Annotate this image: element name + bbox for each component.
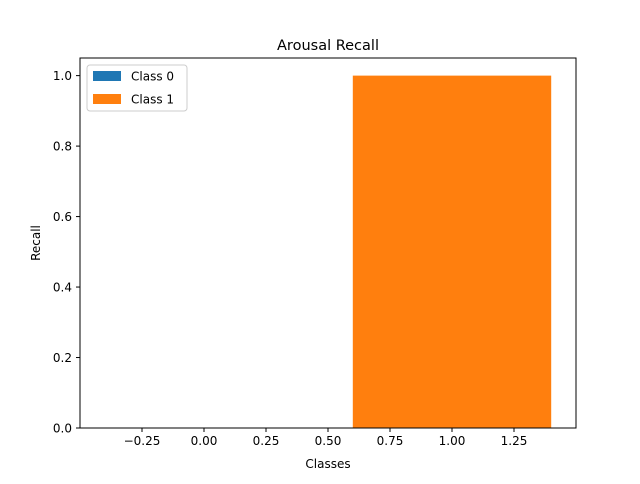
legend-label-class-0: Class 0 <box>131 70 174 84</box>
y-tick-label: 0.0 <box>53 422 72 436</box>
y-axis-label: Recall <box>29 225 43 261</box>
chart-title: Arousal Recall <box>277 38 379 54</box>
x-axis-label: Classes <box>305 457 350 471</box>
x-axis-ticks: −0.25 0.00 0.25 0.50 0.75 1.00 1.25 <box>124 428 528 448</box>
x-tick-label: 0.50 <box>315 434 342 448</box>
legend-entries: Class 0 Class 1 <box>93 70 174 107</box>
legend: Class 0 Class 1 <box>86 64 188 112</box>
y-tick-label: 1.0 <box>53 69 72 83</box>
legend-swatch-class-1 <box>93 94 121 104</box>
legend-swatch-class-0 <box>93 71 121 81</box>
plot-frame <box>79 57 577 429</box>
y-tick-label: 0.6 <box>53 210 72 224</box>
x-tick-label: 1.00 <box>439 434 466 448</box>
y-tick-label: 0.2 <box>53 351 72 365</box>
y-tick-label: 0.8 <box>53 140 72 154</box>
y-axis-ticks: 0.0 0.2 0.4 0.6 0.8 1.0 <box>53 69 80 436</box>
bars-layer <box>352 75 552 428</box>
legend-label-class-1: Class 1 <box>131 93 174 107</box>
x-tick-label: 1.25 <box>501 434 528 448</box>
y-tick-label: 0.4 <box>53 281 72 295</box>
x-tick-label: 0.25 <box>253 434 280 448</box>
x-tick-label: −0.25 <box>124 434 161 448</box>
x-tick-label: 0.00 <box>191 434 218 448</box>
x-tick-label: 0.75 <box>377 434 404 448</box>
bar-class-1 <box>352 75 552 428</box>
